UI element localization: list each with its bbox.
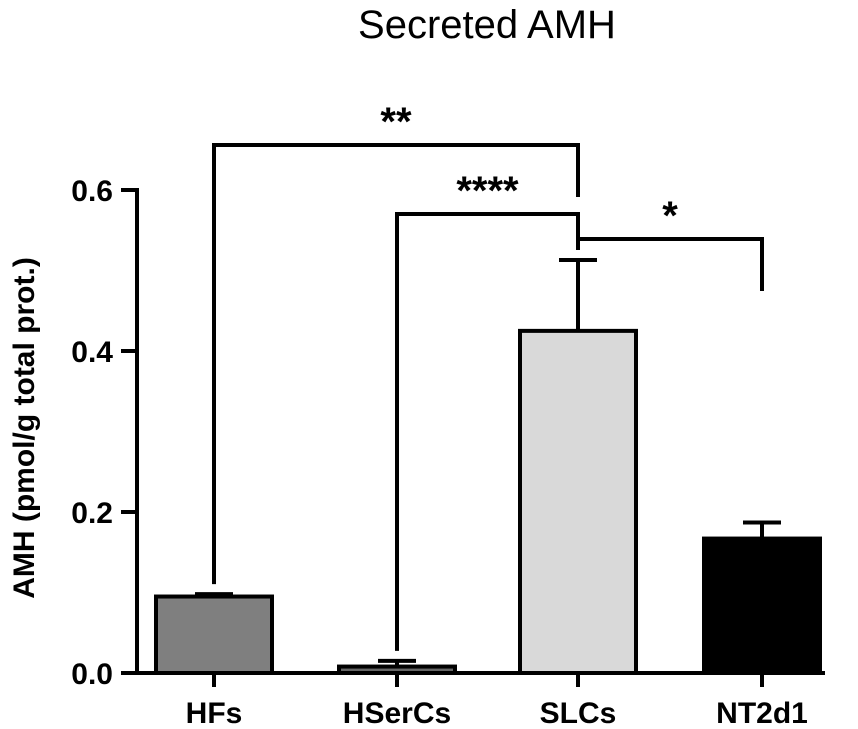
significance-label: ****	[456, 169, 519, 213]
chart-title: Secreted AMH	[358, 3, 616, 47]
y-tick-label: 0.2	[71, 497, 113, 530]
bar-hfs	[154, 594, 274, 676]
x-tick-label: NT2d1	[716, 697, 808, 729]
y-tick-label: 0.4	[71, 336, 113, 369]
bar-slcs	[518, 328, 638, 675]
y-tick-label: 0.0	[71, 658, 113, 691]
significance-label: *	[662, 194, 678, 238]
x-tick-label: SLCs	[540, 697, 617, 729]
significance-label: **	[380, 100, 412, 144]
significance-bracket	[212, 143, 580, 585]
x-tick-label: HSerCs	[343, 697, 451, 729]
significance-bracket	[395, 212, 580, 651]
bar-nt2d1	[702, 536, 822, 675]
y-tick-label: 0.6	[71, 175, 113, 208]
y-axis-label: AMH (pmol/g total prot.)	[8, 257, 41, 599]
significance-bracket	[576, 237, 764, 291]
x-tick-label: HFs	[186, 697, 243, 729]
